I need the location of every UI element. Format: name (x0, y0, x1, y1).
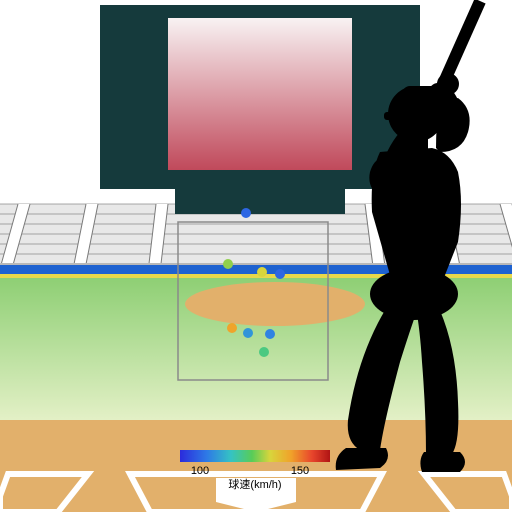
colorbar-tick: 100 (191, 465, 209, 477)
pitch-marker (241, 208, 251, 218)
colorbar-label: 球速(km/h) (228, 477, 281, 491)
pitch-marker (265, 329, 275, 339)
pitch-marker (243, 328, 253, 338)
colorbar-tick: 150 (291, 465, 309, 477)
pitchers-mound (185, 282, 365, 326)
pitch-marker (223, 259, 233, 269)
pitch-marker (257, 267, 267, 277)
stadium-svg: 100 150 球速(km/h) (0, 0, 512, 512)
scoreboard-screen (168, 18, 352, 170)
pitch-marker (227, 323, 237, 333)
pitch-location-chart: 100 150 球速(km/h) (0, 0, 512, 512)
pitch-marker (259, 347, 269, 357)
pitch-marker (275, 269, 285, 279)
